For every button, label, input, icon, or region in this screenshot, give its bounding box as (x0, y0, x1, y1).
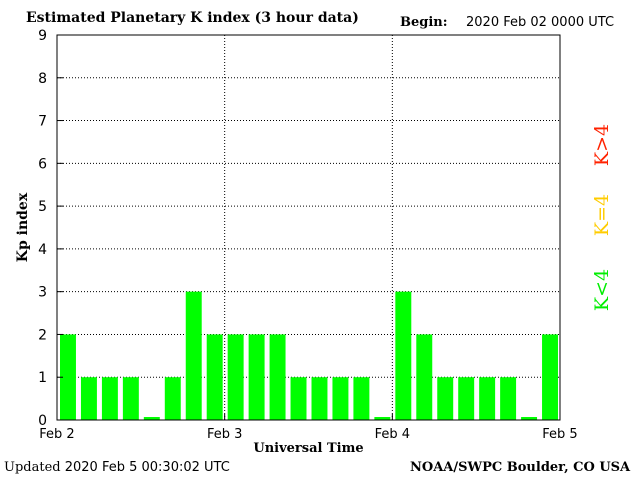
kp-bar (521, 417, 538, 420)
kp-bar (60, 334, 76, 420)
x-tick-label: Feb 3 (207, 427, 242, 442)
kp-bar (122, 377, 139, 420)
updated-label: Updated (4, 460, 61, 475)
kp-bar (332, 377, 349, 420)
kp-bar (206, 334, 223, 420)
kp-bar (458, 377, 475, 420)
kp-bar (374, 417, 391, 420)
y-tick-label: 9 (38, 28, 47, 44)
plot-frame (56, 34, 561, 421)
y-tick-label: 7 (38, 114, 47, 130)
kp-bar (269, 334, 286, 420)
kp-bar (80, 377, 97, 420)
y-tick-label: 4 (38, 242, 47, 258)
kp-bar (353, 377, 370, 420)
x-tick-label: Feb 5 (542, 427, 577, 442)
x-axis-label: Universal Time (253, 441, 363, 456)
credit-text: NOAA/SWPC Boulder, CO USA (410, 460, 631, 475)
y-tick-label: 8 (38, 71, 47, 87)
kp-bar (227, 334, 244, 420)
begin-label: Begin: (400, 15, 448, 30)
kp-bar (311, 377, 328, 420)
y-tick-label: 1 (38, 370, 47, 386)
legend-item: K<4 (591, 269, 613, 311)
y-tick-label: 0 (38, 413, 47, 429)
kp-bar (164, 377, 181, 420)
y-axis-label: Kp index (15, 192, 31, 262)
y-tick-label: 2 (38, 327, 47, 343)
begin-value: 2020 Feb 02 0000 UTC (466, 15, 615, 30)
legend-item: K>4 (591, 124, 613, 166)
kp-bar (416, 334, 433, 420)
x-tick-label: Feb 4 (375, 427, 410, 442)
legend-item: K=4 (591, 194, 613, 236)
kp-bar (185, 291, 202, 420)
kp-bar (500, 377, 517, 420)
updated-timestamp: Updated 2020 Feb 5 00:30:02 UTC (4, 460, 230, 475)
kp-bar (248, 334, 265, 420)
x-tick-label: Feb 2 (39, 427, 74, 442)
y-tick-label: 3 (38, 285, 47, 301)
kp-bar (290, 377, 307, 420)
kp-bar (542, 334, 558, 420)
kp-bar (143, 417, 160, 420)
y-tick-label: 6 (38, 156, 47, 172)
kp-bar (437, 377, 454, 420)
kp-bar (479, 377, 496, 420)
kp-bar (101, 377, 118, 420)
updated-value: 2020 Feb 5 00:30:02 UTC (64, 460, 230, 475)
y-tick-label: 5 (38, 199, 47, 215)
chart-title: Estimated Planetary K index (3 hour data… (26, 10, 359, 26)
kp-bar (395, 291, 412, 420)
